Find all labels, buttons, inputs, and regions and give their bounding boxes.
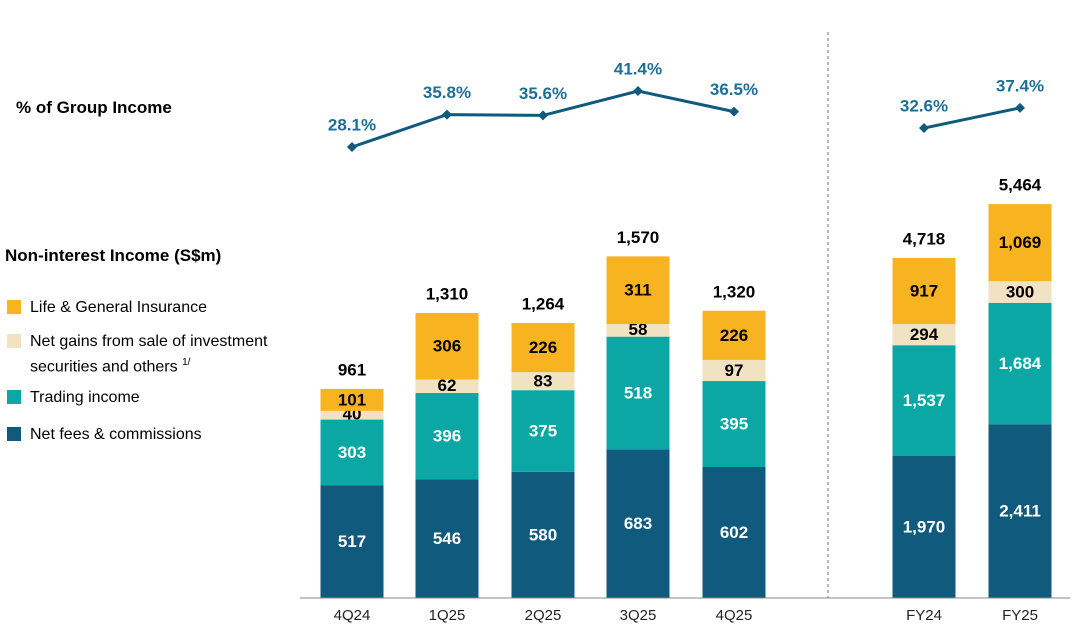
- bar-segment-4q24-s0: [320, 485, 384, 598]
- pct-label-4q25: 36.5%: [710, 80, 758, 99]
- bar-segment-2q25-s0: [511, 471, 575, 598]
- pct-line-group-1: [923, 106, 1021, 130]
- pct-label-fy24: 32.6%: [900, 97, 948, 116]
- bar-value-label-fy25-s3: 1,069: [999, 233, 1042, 252]
- bar-value-label-1q25-s0: 546: [433, 529, 461, 548]
- footnote-marker: 1/: [182, 357, 191, 368]
- legend-label-net-gains-line1: Net gains from sale of investment: [30, 333, 268, 350]
- legend-label-net-gains-line2: securities and others 1/: [30, 357, 191, 376]
- bar-value-label-2q25-s0: 580: [529, 525, 557, 544]
- x-tick-label-3q25: 3Q25: [620, 607, 657, 624]
- x-tick-label-fy24: FY24: [906, 607, 942, 624]
- bar-segment-fy24-s0: [892, 456, 956, 598]
- bar-segment-3q25-s1: [606, 336, 670, 450]
- bar-value-label-4q25-s3: 226: [720, 326, 748, 345]
- bar-total-label-1q25: 1,310: [426, 284, 469, 303]
- bar-segment-1q25-s0: [415, 479, 479, 598]
- pct-label-3q25: 41.4%: [614, 59, 662, 78]
- pct-of-group-income-label: % of Group Income: [16, 98, 172, 117]
- bar-total-label-3q25: 1,570: [617, 228, 660, 247]
- bar-value-label-fy25-s2: 300: [1006, 282, 1034, 301]
- bar-value-label-4q24-s3: 101: [338, 390, 366, 409]
- legend-swatch-net-gains: [7, 334, 21, 348]
- bar-segment-4q25-s2: [702, 359, 766, 382]
- x-tick-label-1q25: 1Q25: [429, 607, 466, 624]
- bar-value-label-4q25-s2: 97: [725, 361, 744, 380]
- bar-segment-1q25-s2: [415, 379, 479, 394]
- pct-point-fy25: [1015, 102, 1025, 113]
- bar-value-label-4q25-s1: 395: [720, 415, 748, 434]
- legend-label-insurance: Life & General Insurance: [30, 299, 207, 316]
- bar-segment-fy25-s1: [988, 302, 1052, 425]
- pct-point-fy24: [919, 123, 929, 134]
- bar-segment-fy25-s0: [988, 424, 1052, 598]
- pct-point-4q25: [729, 106, 739, 117]
- legend-label-trading: Trading income: [30, 389, 140, 406]
- bar-segment-fy24-s3: [892, 257, 956, 325]
- legend-swatch-fees: [7, 427, 21, 441]
- pct-label-4q24: 28.1%: [328, 115, 376, 134]
- bar-segment-fy24-s2: [892, 324, 956, 346]
- bar-segment-4q24-s3: [320, 388, 384, 411]
- bar-segment-fy24-s1: [892, 345, 956, 456]
- bar-value-label-2q25-s2: 83: [534, 372, 553, 391]
- pct-point-2q25: [538, 110, 548, 121]
- bar-segment-2q25-s3: [511, 322, 575, 373]
- bar-segment-1q25-s1: [415, 393, 479, 480]
- x-tick-label-4q25: 4Q25: [716, 607, 753, 624]
- pct-label-2q25: 35.6%: [519, 84, 567, 103]
- bar-total-label-4q25: 1,320: [713, 282, 756, 301]
- bar-value-label-4q24-s0: 517: [338, 532, 366, 551]
- bar-segment-3q25-s2: [606, 324, 670, 337]
- bar-segment-3q25-s0: [606, 449, 670, 598]
- bar-segment-4q24-s2: [320, 410, 384, 420]
- bar-value-label-1q25-s2: 62: [438, 376, 457, 395]
- bar-value-label-3q25-s3: 311: [624, 281, 651, 300]
- bar-segment-1q25-s3: [415, 312, 479, 380]
- bar-segment-fy25-s2: [988, 281, 1052, 303]
- legend-swatch-trading: [7, 390, 21, 404]
- bar-segment-2q25-s2: [511, 372, 575, 391]
- bar-value-label-3q25-s1: 518: [624, 384, 652, 403]
- bar-total-label-2q25: 1,264: [522, 294, 565, 313]
- bar-value-label-2q25-s1: 375: [529, 421, 557, 440]
- bar-value-label-fy24-s3: 917: [910, 281, 938, 300]
- bar-value-label-2q25-s3: 226: [529, 338, 557, 357]
- legend-swatch-insurance: [7, 300, 21, 314]
- pct-point-4q24: [347, 142, 357, 152]
- bar-value-label-4q24-s1: 303: [338, 443, 366, 462]
- bar-value-label-1q25-s3: 306: [433, 337, 461, 356]
- bar-segment-3q25-s3: [606, 256, 670, 325]
- x-tick-label-fy25: FY25: [1002, 607, 1038, 624]
- bar-total-label-fy25: 5,464: [999, 176, 1042, 195]
- bar-value-label-fy24-s1: 1,537: [903, 391, 946, 410]
- non-interest-income-title: Non-interest Income (S$m): [5, 246, 222, 265]
- pct-label-1q25: 35.8%: [423, 83, 471, 102]
- bar-value-label-3q25-s2: 58: [629, 320, 648, 339]
- bar-segment-2q25-s1: [511, 390, 575, 472]
- bar-value-label-fy25-s1: 1,684: [999, 354, 1042, 373]
- pct-point-1q25: [442, 109, 452, 120]
- legend-label-fees: Net fees & commissions: [30, 426, 202, 443]
- bar-value-label-fy24-s2: 294: [910, 325, 939, 344]
- bar-segment-4q24-s1: [320, 419, 384, 486]
- pct-label-fy25: 37.4%: [996, 76, 1044, 95]
- x-tick-label-2q25: 2Q25: [525, 607, 562, 624]
- bar-segment-fy25-s3: [988, 204, 1052, 282]
- bar-value-label-fy24-s0: 1,970: [903, 517, 946, 536]
- bar-segment-4q25-s3: [702, 310, 766, 360]
- bar-value-label-1q25-s1: 396: [433, 427, 461, 446]
- x-tick-label-4q24: 4Q24: [334, 607, 371, 624]
- bar-total-label-4q24: 961: [338, 360, 366, 379]
- bar-value-label-3q25-s0: 683: [624, 514, 652, 533]
- bar-segment-4q25-s0: [702, 467, 766, 598]
- bar-segment-4q25-s1: [702, 381, 766, 468]
- bar-value-label-fy25-s0: 2,411: [999, 502, 1041, 521]
- bar-value-label-4q25-s0: 602: [720, 523, 748, 542]
- bar-total-label-fy24: 4,718: [903, 229, 946, 248]
- pct-point-3q25: [633, 86, 643, 96]
